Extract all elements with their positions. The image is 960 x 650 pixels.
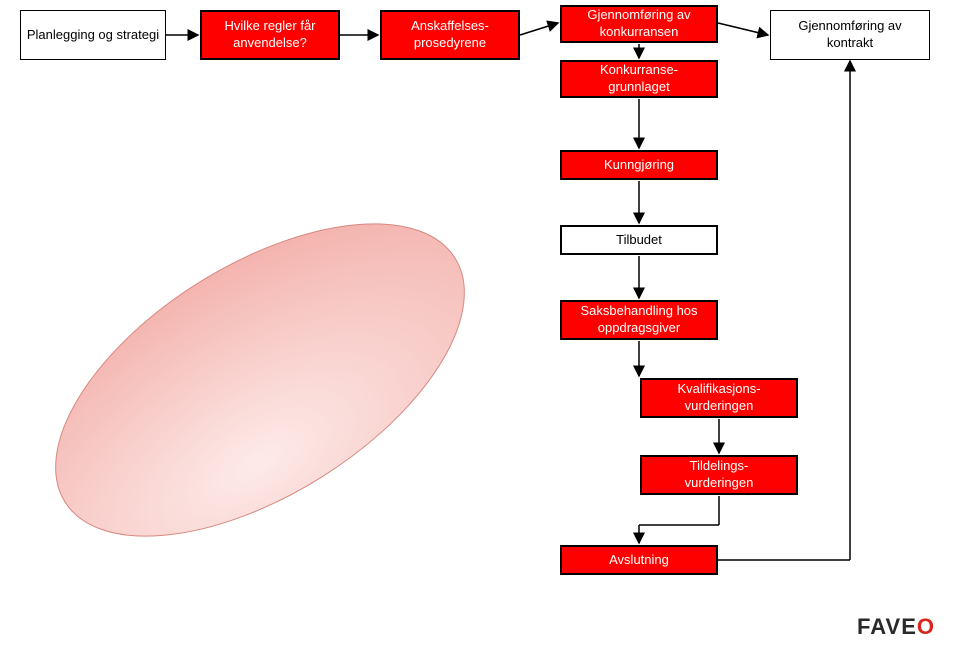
flowchart-box-b4: Gjennomføring av konkurransen [560,5,718,43]
flowchart-box-b8: Tilbudet [560,225,718,255]
flowchart-box-b9: Saksbehandling hos oppdragsgiver [560,300,718,340]
logo-text-red: O [917,614,935,639]
faveo-logo: FAVEO [857,614,935,640]
flowchart-box-b12: Avslutning [560,545,718,575]
flowchart-box-b10: Kvalifikasjons- vurderingen [640,378,798,418]
flowchart-box-b11: Tildelings- vurderingen [640,455,798,495]
flowchart-box-b5: Gjennomføring av kontrakt [770,10,930,60]
flowchart-box-b2: Hvilke regler får anvendelse? [200,10,340,60]
connector-lines [0,0,960,650]
flowchart-box-b1: Planlegging og strategi [20,10,166,60]
logo-text-dark: FAVE [857,614,917,639]
flowchart-box-b7: Kunngjøring [560,150,718,180]
flowchart-box-b6: Konkurranse- grunnlaget [560,60,718,98]
flowchart-box-b3: Anskaffelses- prosedyrene [380,10,520,60]
